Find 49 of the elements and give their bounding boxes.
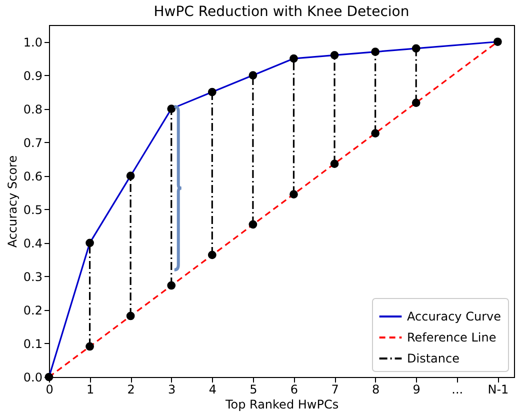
point <box>412 98 420 107</box>
x-tick-label: 3 <box>168 382 176 396</box>
x-tick-label: 7 <box>331 382 339 396</box>
point <box>248 220 258 229</box>
point <box>126 172 135 180</box>
x-tick-label: 4 <box>208 382 216 396</box>
y-tick-label: 0.8 <box>23 102 42 116</box>
y-tick-label: 0.2 <box>23 303 42 318</box>
x-tick-label: 9 <box>412 382 420 396</box>
y-tick-label: 0.3 <box>23 270 42 284</box>
x-axis-title: Top Ranked HwPCs <box>224 398 339 412</box>
x-tick-label: 0 <box>46 382 54 396</box>
y-tick-label: 0.1 <box>23 336 42 351</box>
point <box>371 129 380 138</box>
point <box>412 44 420 53</box>
point <box>86 238 94 248</box>
point <box>167 281 176 290</box>
x-tick-label: 2 <box>127 382 135 396</box>
legend-label: Accuracy Curve <box>407 310 502 324</box>
point <box>208 250 216 260</box>
x-tick-label: N-1 <box>488 382 509 396</box>
x-tick-label: ... <box>452 382 464 396</box>
x-tick-label: 5 <box>250 382 258 396</box>
y-tick-label: 0.0 <box>23 370 42 384</box>
legend-label: Reference Line <box>407 330 496 344</box>
point <box>167 104 176 113</box>
y-axis-title: Accuracy Score <box>5 155 20 248</box>
x-tick-label: 6 <box>290 382 298 396</box>
x-tick-label: 8 <box>372 382 380 396</box>
chart-title: HwPC Reduction with Knee Detecion <box>154 4 410 20</box>
y-tick-label: 0.5 <box>23 202 42 217</box>
point <box>494 38 502 46</box>
point <box>86 342 94 351</box>
x-tick-label: 1 <box>86 382 94 396</box>
point <box>290 54 298 63</box>
point <box>330 50 339 60</box>
y-tick-label: 0.9 <box>23 68 42 83</box>
point <box>44 372 54 382</box>
point <box>248 71 258 80</box>
y-tick-label: 0.6 <box>23 169 42 184</box>
point <box>208 88 216 96</box>
y-tick-label: 0.4 <box>23 236 42 250</box>
legend-label: Distance <box>407 352 460 366</box>
point <box>126 312 135 320</box>
y-tick-label: 0.7 <box>23 136 42 150</box>
point <box>330 160 339 168</box>
point <box>371 48 380 56</box>
point <box>290 190 298 198</box>
y-tick-label: 1.0 <box>23 35 42 50</box>
